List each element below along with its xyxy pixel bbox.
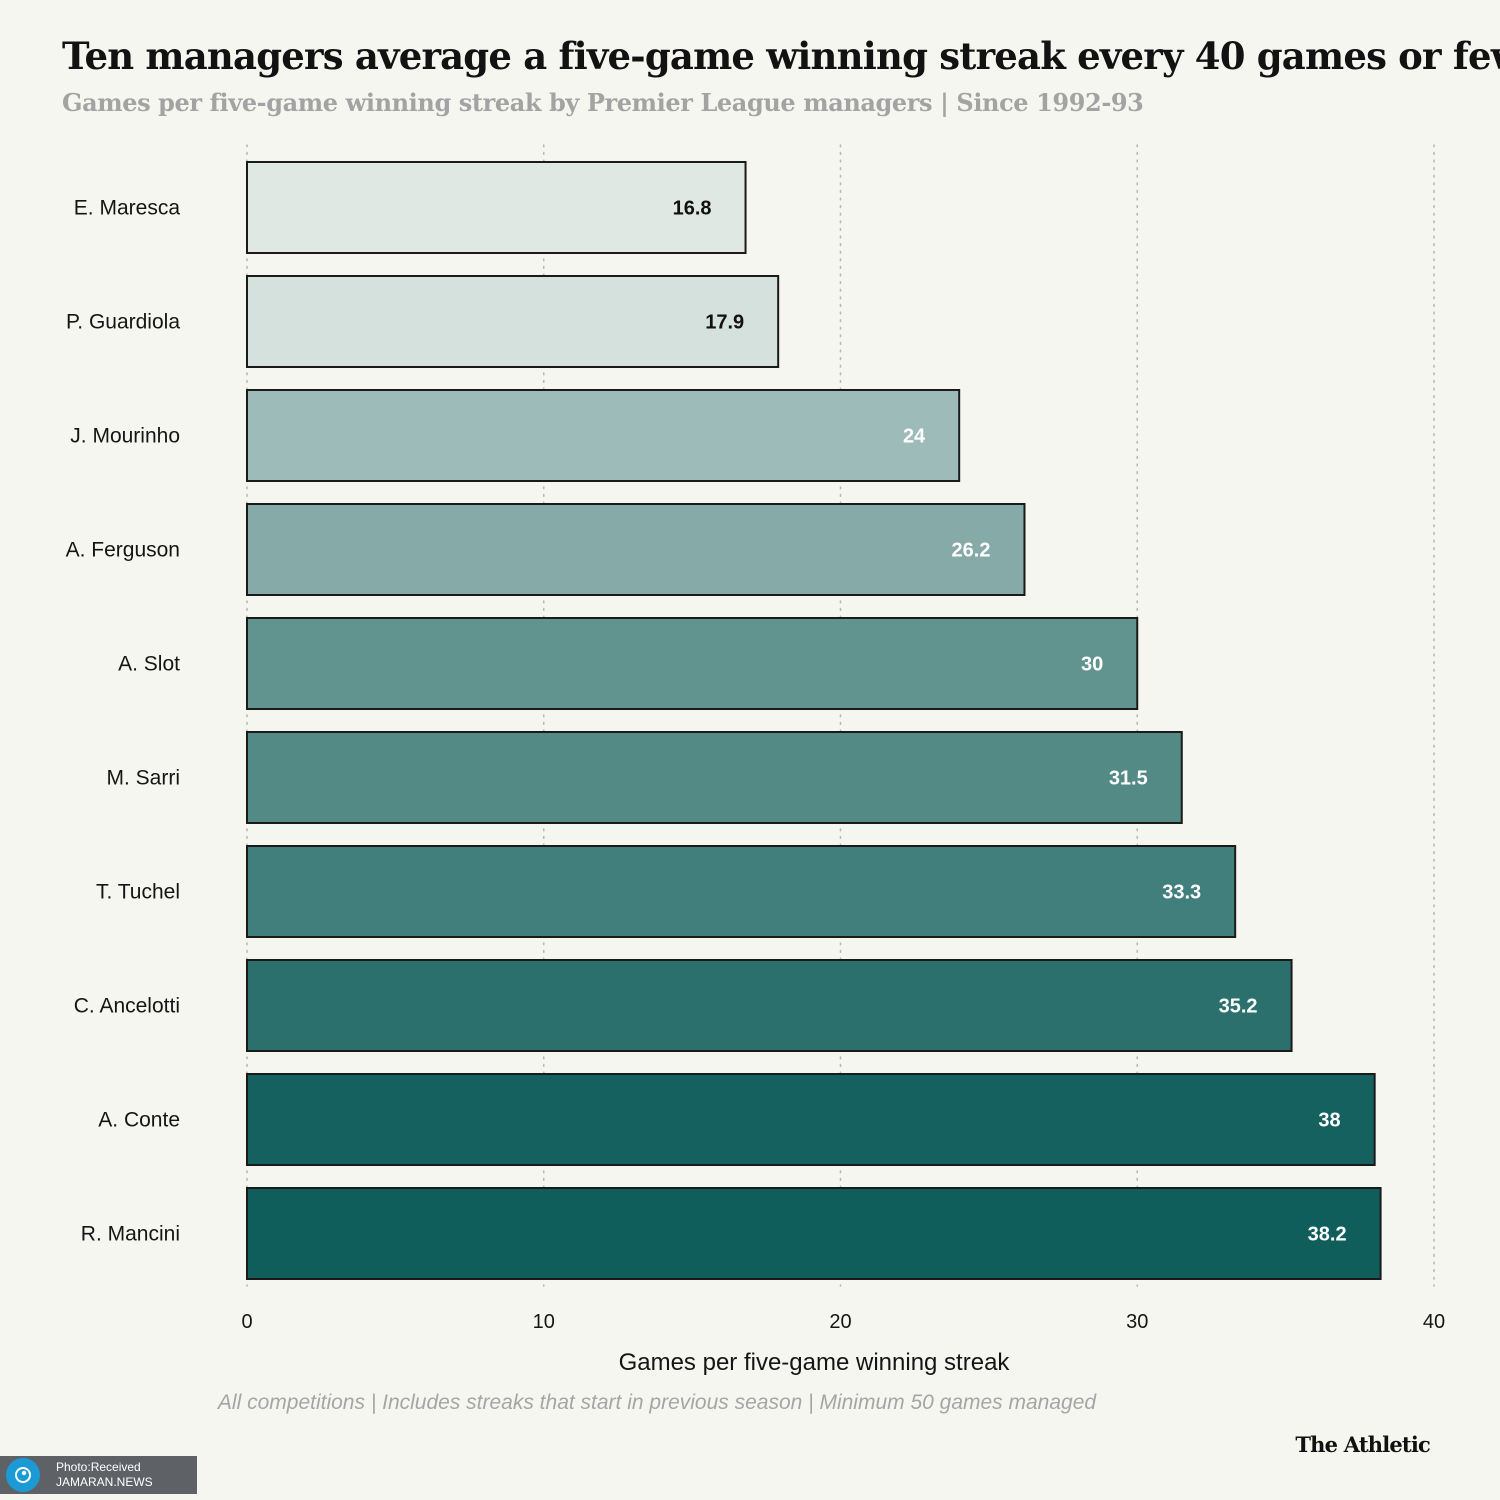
chart-title: Ten managers average a five-game winning… <box>62 34 1500 78</box>
jamaran-logo-icon <box>6 1458 40 1492</box>
bar <box>246 389 961 482</box>
footnote: All competitions | Includes streaks that… <box>217 1391 1097 1414</box>
watermark-badge: Photo:Received JAMARAN.NEWS <box>0 1456 197 1494</box>
bar <box>246 959 1293 1052</box>
x-tick-label: 20 <box>829 1311 851 1333</box>
x-tick-label: 0 <box>241 1311 252 1333</box>
x-axis-title: Games per five-game winning streak <box>619 1349 1011 1376</box>
brand-logo: The Athletic <box>1295 1432 1430 1457</box>
value-label: 26.2 <box>952 540 991 562</box>
labels: 0 10 20 30 40 E. Maresca 16.8 P. Guardiola 17.9 J… <box>66 197 1446 1334</box>
bar <box>246 617 1139 710</box>
x-tick-label: 40 <box>1423 1311 1445 1333</box>
bar <box>246 275 780 368</box>
value-label: 33.3 <box>1162 882 1201 904</box>
value-label: 38.2 <box>1308 1224 1347 1246</box>
bar <box>246 845 1237 938</box>
bar <box>246 161 747 254</box>
category-label: A. Slot <box>118 653 180 676</box>
x-tick-label: 10 <box>533 1311 555 1333</box>
category-label: E. Maresca <box>74 197 181 220</box>
value-label: 30 <box>1081 654 1103 676</box>
value-label: 17.9 <box>705 312 744 334</box>
category-label: A. Ferguson <box>66 539 180 562</box>
category-label: C. Ancelotti <box>74 995 180 1018</box>
bar <box>246 731 1183 824</box>
category-label: J. Mourinho <box>70 425 180 448</box>
category-label: A. Conte <box>98 1109 180 1132</box>
bar <box>246 1073 1376 1166</box>
bar <box>246 1187 1382 1280</box>
value-label: 35.2 <box>1219 996 1258 1018</box>
category-label: M. Sarri <box>107 767 181 790</box>
watermark-line-1: Photo:Received <box>56 1460 141 1474</box>
value-label: 24 <box>903 426 926 448</box>
watermark-line-2: JAMARAN.NEWS <box>56 1475 153 1489</box>
bars <box>246 161 1382 1280</box>
category-label: P. Guardiola <box>66 311 180 334</box>
value-label: 16.8 <box>673 198 712 220</box>
value-label: 31.5 <box>1109 768 1148 790</box>
x-tick-label: 30 <box>1126 1311 1148 1333</box>
category-label: T. Tuchel <box>96 881 180 904</box>
bar <box>246 503 1026 596</box>
category-label: R. Mancini <box>81 1223 180 1246</box>
value-label: 38 <box>1318 1110 1340 1132</box>
chart-subtitle: Games per five-game winning streak by Pr… <box>62 88 1144 117</box>
